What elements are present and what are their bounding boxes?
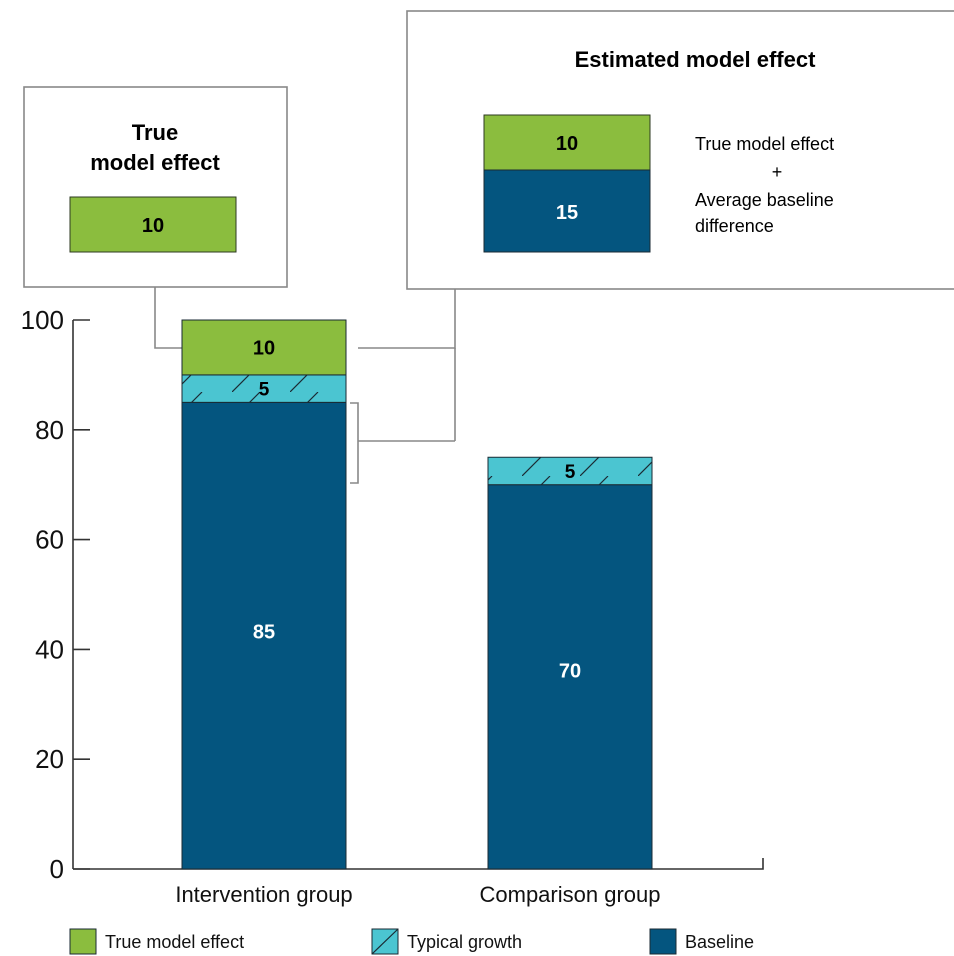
x-category-label: Intervention group xyxy=(175,882,352,907)
estimated-effect-note-line2: + xyxy=(772,162,783,182)
true-effect-swatch xyxy=(69,196,237,253)
true-effect-callout: True model effect 10 xyxy=(23,86,288,288)
axes xyxy=(72,320,764,870)
legend-label-typical-growth: Typical growth xyxy=(407,932,522,952)
estimated-effect-top-value: 10 xyxy=(556,133,578,155)
bar-value-label: 85 xyxy=(253,621,275,643)
true-effect-callout-box xyxy=(23,86,288,288)
estimated-effect-callout: Estimated model effect 10 15 True model … xyxy=(406,10,954,290)
estimated-effect-bottom-swatch xyxy=(483,169,651,253)
legend-swatch-true-model-effect xyxy=(69,928,97,955)
true-effect-value: 10 xyxy=(142,215,164,237)
bar-segment-baseline xyxy=(487,484,653,870)
true-effect-title-line2: model effect xyxy=(90,150,220,175)
true-effect-title-line1: True xyxy=(132,120,178,145)
bar-value-label: 10 xyxy=(253,337,275,359)
bar-hatch-typical-growth xyxy=(488,457,652,485)
y-tick-label: 0 xyxy=(50,854,64,884)
x-axis-labels: Intervention group Comparison group xyxy=(175,882,660,907)
baseline-difference-bracket xyxy=(350,402,359,484)
y-tick-label: 80 xyxy=(35,415,64,445)
y-tick-label: 60 xyxy=(35,525,64,555)
legend-hatch-mark xyxy=(371,928,399,955)
bar-value-label: 5 xyxy=(259,380,270,401)
legend-label-true-model-effect: True model effect xyxy=(105,932,244,952)
bar-hatch-typical-growth xyxy=(182,374,346,403)
legend-label-baseline: Baseline xyxy=(685,932,754,952)
y-tick-label: 20 xyxy=(35,744,64,774)
estimated-effect-connector xyxy=(358,289,456,349)
y-tick-label: 40 xyxy=(35,634,64,664)
bar-segment-baseline xyxy=(181,401,347,870)
legend-swatch-baseline xyxy=(649,928,677,955)
bar-value-label: 70 xyxy=(559,661,581,683)
true-effect-connector xyxy=(154,287,182,349)
bar-value-label: 5 xyxy=(565,462,576,483)
legend: True model effect Typical growth Baseline xyxy=(69,928,754,955)
estimated-effect-title: Estimated model effect xyxy=(575,47,817,72)
y-axis-ticks: 0 20 40 60 80 100 xyxy=(21,305,90,884)
y-tick-label: 100 xyxy=(21,305,64,335)
estimated-effect-bottom-value: 15 xyxy=(556,202,578,224)
bar-segment-true-model-effect xyxy=(181,319,347,376)
estimated-effect-note-line3: Average baseline xyxy=(695,190,834,210)
estimated-effect-note-line1: True model effect xyxy=(695,134,834,154)
estimated-effect-note-line4: difference xyxy=(695,216,774,236)
bars: 85 5 10 70 5 xyxy=(181,319,653,870)
connector-lines xyxy=(154,287,456,484)
x-axis-line xyxy=(73,858,764,870)
x-category-label: Comparison group xyxy=(480,882,661,907)
